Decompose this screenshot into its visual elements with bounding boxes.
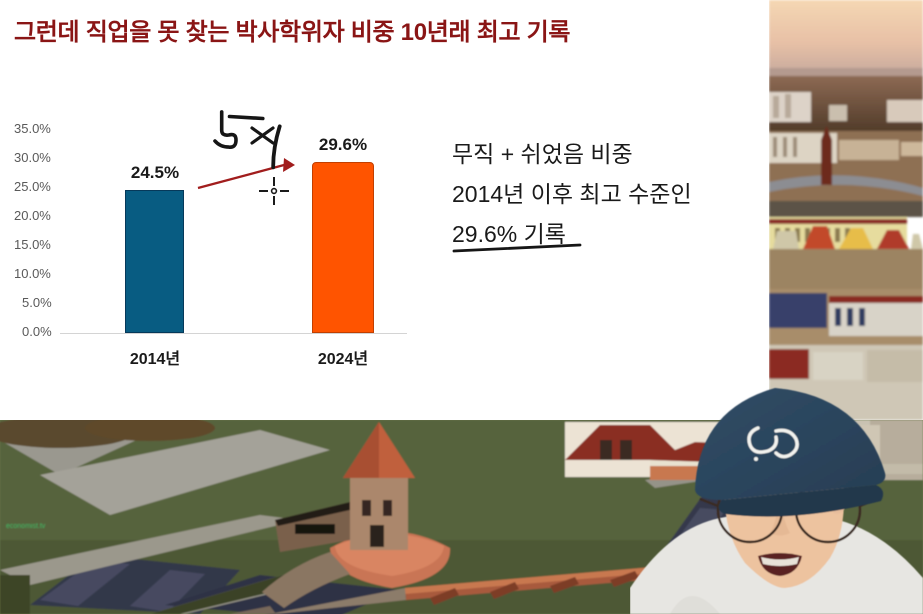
svg-text:economist.tv: economist.tv bbox=[6, 523, 46, 530]
